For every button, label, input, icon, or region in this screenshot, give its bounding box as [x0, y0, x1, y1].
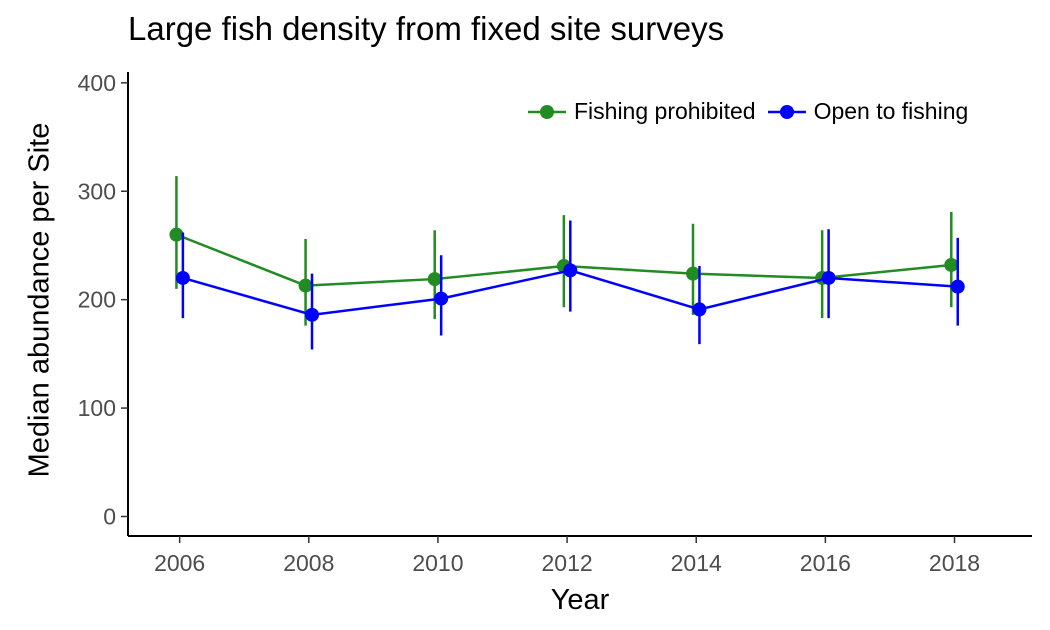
- x-tick-label: 2014: [671, 550, 722, 576]
- y-tick-label: 200: [78, 287, 116, 313]
- legend-key-open-to-fishing: [767, 104, 806, 119]
- data-point-open-to-fishing: [175, 270, 190, 285]
- x-tick-label: 2006: [154, 550, 205, 576]
- x-tick-label: 2008: [283, 550, 334, 576]
- data-point-open-to-fishing: [821, 270, 836, 285]
- y-tick-label: 400: [78, 70, 116, 96]
- x-tick-label: 2016: [800, 550, 851, 576]
- y-axis-label: Median abundance per Site: [23, 122, 56, 478]
- legend-label-fishing-prohibited: Fishing prohibited: [574, 98, 756, 124]
- x-axis-label: Year: [550, 584, 610, 616]
- data-point-fishing-prohibited: [427, 272, 442, 287]
- data-point-fishing-prohibited: [686, 266, 700, 281]
- y-tick-label: 300: [78, 178, 116, 204]
- legend-item-fishing-prohibited: Fishing prohibited: [526, 98, 756, 125]
- data-point-fishing-prohibited: [298, 278, 313, 293]
- data-point-open-to-fishing: [305, 307, 320, 322]
- x-tick-label: 2010: [412, 550, 463, 576]
- x-tick-label: 2018: [929, 550, 980, 576]
- data-point-open-to-fishing: [563, 263, 578, 278]
- data-point-fishing-prohibited: [944, 257, 959, 272]
- data-point-fishing-prohibited: [169, 227, 184, 242]
- legend-key-fishing-prohibited: [528, 104, 566, 119]
- legend: Fishing prohibited Open to fishing: [526, 98, 978, 125]
- legend-item-open-to-fishing: Open to fishing: [766, 98, 969, 125]
- x-tick-label: 2012: [541, 550, 592, 576]
- data-point-open-to-fishing: [692, 302, 707, 317]
- y-tick-label: 0: [103, 503, 116, 529]
- y-tick-label: 100: [78, 395, 116, 421]
- data-point-open-to-fishing: [434, 291, 449, 306]
- chart-title: Large fish density from fixed site surve…: [128, 10, 725, 47]
- legend-label-open-to-fishing: Open to fishing: [813, 98, 969, 124]
- data-point-open-to-fishing: [950, 279, 965, 294]
